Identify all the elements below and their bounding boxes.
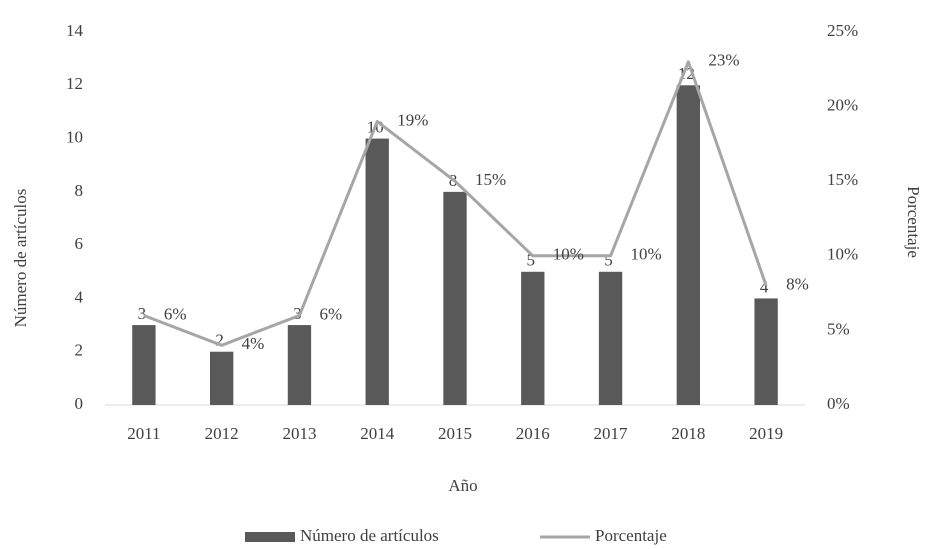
bar-value-label: 5 — [604, 251, 613, 270]
legend-label: Porcentaje — [595, 526, 667, 545]
bar — [754, 298, 778, 405]
line-value-label: 10% — [553, 245, 584, 264]
y2-tick-label: 20% — [827, 96, 858, 115]
y2-tick-label: 5% — [827, 319, 850, 338]
y-tick-label: 6 — [75, 234, 84, 253]
y-tick-label: 10 — [66, 127, 83, 146]
y-tick-label: 8 — [75, 181, 84, 200]
y2-tick-label: 15% — [827, 170, 858, 189]
bar — [365, 138, 389, 406]
x-tick-label: 2013 — [282, 424, 316, 443]
bar-value-label: 3 — [293, 304, 302, 323]
x-tick-label: 2019 — [749, 424, 783, 443]
bar — [132, 325, 156, 405]
line-value-label: 15% — [475, 170, 506, 189]
y-tick-label: 14 — [66, 21, 84, 40]
y-tick-label: 0 — [75, 394, 84, 413]
bar-value-label: 3 — [138, 304, 147, 323]
x-axis-title: Año — [448, 476, 477, 495]
bar — [443, 191, 467, 405]
x-tick-label: 2017 — [594, 424, 629, 443]
y2-tick-label: 0% — [827, 394, 850, 413]
x-tick-label: 2014 — [360, 424, 395, 443]
line-value-label: 6% — [319, 304, 342, 323]
y-tick-label: 2 — [75, 341, 84, 360]
x-tick-label: 2018 — [671, 424, 705, 443]
line-value-label: 6% — [164, 304, 187, 323]
y-axis-title: Número de artículos — [11, 189, 30, 328]
bar — [521, 271, 545, 405]
x-tick-label: 2016 — [516, 424, 550, 443]
line-value-label: 8% — [786, 275, 809, 294]
y-tick-label: 12 — [66, 74, 83, 93]
bar — [210, 351, 234, 405]
legend-label: Número de artículos — [300, 526, 439, 545]
bar-value-label: 5 — [527, 251, 536, 270]
x-tick-label: 2015 — [438, 424, 472, 443]
line — [143, 60, 768, 347]
line-value-label: 23% — [708, 51, 739, 70]
line-value-label: 19% — [397, 110, 428, 129]
x-tick-label: 2012 — [205, 424, 239, 443]
y2-axis-title: Porcentaje — [904, 186, 923, 258]
bar — [598, 271, 623, 405]
line-value-label: 4% — [242, 334, 265, 353]
y-tick-label: 4 — [75, 287, 84, 306]
legend-swatch — [245, 532, 295, 542]
y2-tick-label: 10% — [827, 245, 858, 264]
bar-value-label: 4 — [760, 277, 769, 296]
x-tick-label: 2011 — [127, 424, 160, 443]
bar — [676, 85, 700, 406]
y2-tick-label: 25% — [827, 21, 858, 40]
bar — [287, 325, 312, 405]
line-value-label: 10% — [631, 245, 662, 264]
bar-value-label: 2 — [215, 331, 224, 350]
